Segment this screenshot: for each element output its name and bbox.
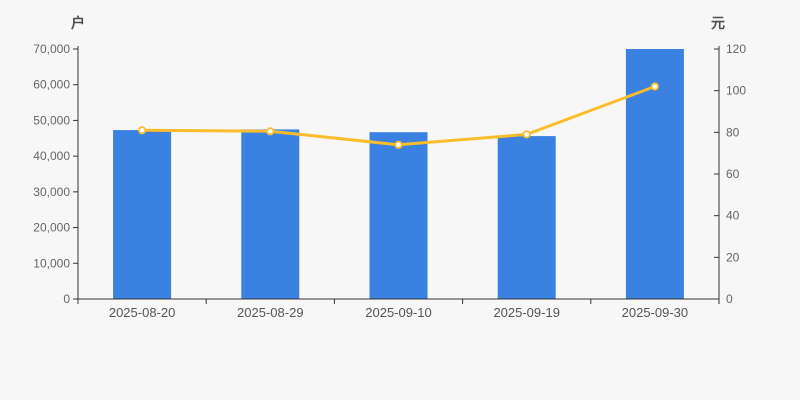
left-axis-tick-label: 20,000 (33, 221, 70, 235)
bar-2025-08-20[interactable] (113, 130, 172, 299)
right-axis-tick-label: 40 (726, 209, 740, 223)
left-axis-unit-label: 户 (71, 15, 85, 31)
bar-2025-09-30[interactable] (625, 49, 684, 299)
bar-2025-09-10[interactable] (369, 132, 428, 299)
right-axis-tick-label: 20 (726, 250, 740, 264)
x-axis-category-label: 2025-09-10 (365, 305, 432, 320)
right-axis-unit-label: 元 (711, 15, 725, 31)
right-axis-tick-label: 60 (726, 167, 740, 181)
left-axis-tick-label: 0 (63, 292, 70, 306)
left-axis-tick-label: 60,000 (33, 78, 70, 92)
left-axis-tick-label: 30,000 (33, 185, 70, 199)
line-point-2025-09-10[interactable] (394, 140, 403, 149)
left-axis-tick-label: 50,000 (33, 113, 70, 127)
left-axis-tick-label: 40,000 (33, 149, 70, 163)
line-point-2025-09-30[interactable] (650, 82, 660, 91)
bar-2025-09-19[interactable] (497, 136, 556, 299)
left-axis-tick-label: 10,000 (33, 256, 70, 270)
x-axis-category-label: 2025-09-30 (622, 305, 689, 320)
x-axis-category-label: 2025-09-19 (493, 305, 560, 320)
line-point-2025-08-29[interactable] (266, 127, 275, 136)
right-axis-tick-label: 80 (726, 125, 740, 139)
right-axis-tick-label: 120 (726, 42, 746, 56)
x-axis-category-label: 2025-08-20 (109, 305, 176, 320)
left-axis-tick-label: 70,000 (33, 42, 70, 56)
right-axis-tick-label: 0 (726, 292, 733, 306)
right-axis-tick-label: 100 (726, 84, 746, 98)
line-point-2025-09-19[interactable] (522, 130, 531, 139)
x-axis-category-label: 2025-08-29 (237, 305, 304, 320)
bar-2025-08-29[interactable] (241, 129, 300, 299)
line-point-2025-08-20[interactable] (138, 126, 147, 135)
